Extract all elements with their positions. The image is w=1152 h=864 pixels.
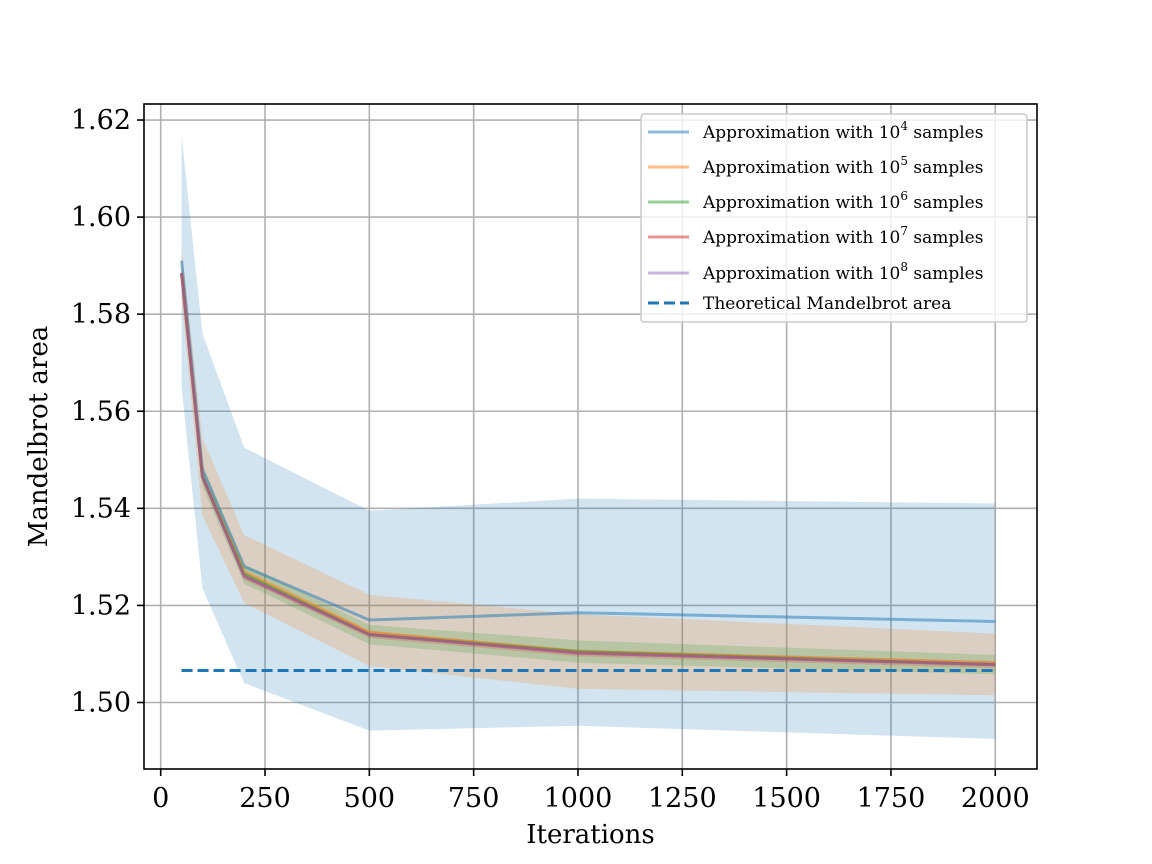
x-tick-label: 750 — [448, 783, 500, 814]
y-tick-label: 1.54 — [71, 493, 131, 524]
y-tick-label: 1.50 — [71, 688, 131, 719]
x-tick-label: 2000 — [961, 783, 1030, 814]
confidence-bands — [181, 134, 996, 739]
x-tick-label: 1500 — [752, 783, 821, 814]
plot-frame — [143, 103, 1038, 770]
confidence-band-1 — [181, 134, 996, 739]
x-tick-label: 0 — [152, 783, 169, 814]
x-axis-title: Iterations — [526, 820, 655, 850]
y-tick-label: 1.52 — [71, 590, 131, 621]
legend-box — [640, 113, 1028, 323]
x-tick-label: 1000 — [544, 783, 613, 814]
x-tick-label: 250 — [239, 783, 291, 814]
y-tick-label: 1.62 — [71, 105, 131, 136]
legend-label-2: Approximation with 105 samples — [702, 154, 983, 178]
x-tick-label: 1250 — [648, 783, 717, 814]
axis-ticks: 0 250 500 750 1000 1250 1500 1750 2000 1.50 1.52 1.… — [71, 105, 1030, 814]
series-line-5 — [180, 272, 996, 667]
confidence-band-2 — [181, 246, 996, 696]
legend-label-4: Approximation with 107 samples — [702, 224, 983, 248]
y-tick-label: 1.58 — [71, 299, 131, 330]
y-tick-label: 1.56 — [71, 396, 131, 427]
y-tick-label: 1.60 — [71, 202, 131, 233]
y-axis-title: Mandelbrot area — [24, 326, 54, 547]
legend: Approximation with 104 samples Approximat… — [640, 113, 1028, 323]
legend-label-theoretical: Theoretical Mandelbrot area — [703, 294, 951, 314]
x-tick-label: 500 — [344, 783, 396, 814]
legend-label-3: Approximation with 106 samples — [702, 189, 983, 213]
legend-label-1: Approximation with 104 samples — [702, 119, 983, 143]
series-lines — [180, 260, 996, 672]
legend-label-5: Approximation with 108 samples — [702, 260, 983, 284]
x-tick-label: 1750 — [857, 783, 926, 814]
